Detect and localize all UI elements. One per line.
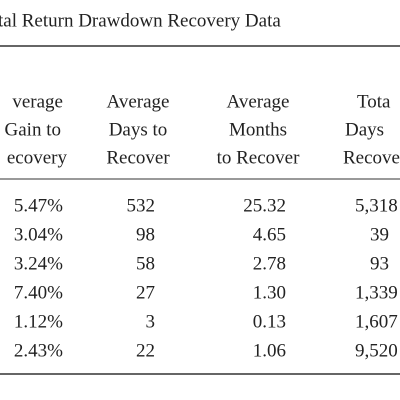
table-cell: 3 <box>146 311 156 332</box>
column-header: Days <box>345 119 384 140</box>
table-cell: 39 <box>370 224 389 245</box>
table-cell: 22 <box>136 340 155 361</box>
table-cell: 3.04% <box>14 224 63 245</box>
column-header: Average <box>227 91 290 112</box>
table-cell: 27 <box>136 282 155 303</box>
table-cell: 2.43% <box>14 340 63 361</box>
table-cell: 3.24% <box>14 253 63 274</box>
table-cell: 25.32 <box>243 195 286 216</box>
title: tal Return Drawdown Recovery Data <box>0 10 281 31</box>
column-header: Gain to <box>5 119 61 140</box>
column-header: Recove <box>343 147 400 168</box>
column-header: Months <box>229 119 287 140</box>
column-header: Average <box>107 91 170 112</box>
column-header: ecovery <box>7 147 68 168</box>
table-cell: 1.12% <box>14 311 63 332</box>
table-cell: 4.65 <box>253 224 286 245</box>
table-cell: 7.40% <box>14 282 63 303</box>
column-header: Days to <box>109 119 168 140</box>
table-cell: 1.30 <box>253 282 286 303</box>
table-cell: 532 <box>127 195 156 216</box>
column-header: Tota <box>357 91 391 112</box>
table-cell: 5.47% <box>14 195 63 216</box>
table-cell: 2.78 <box>253 253 286 274</box>
table-cell: 9,520 <box>355 340 398 361</box>
table-cell: 1,607 <box>355 311 398 332</box>
column-header: Recover <box>106 147 170 168</box>
table-cell: 1,339 <box>355 282 398 303</box>
table-cell: 93 <box>370 253 389 274</box>
column-header: verage <box>12 91 63 112</box>
table-cell: 58 <box>136 253 155 274</box>
table-cell: 98 <box>136 224 155 245</box>
column-header: to Recover <box>217 147 301 168</box>
table-cell: 1.06 <box>253 340 286 361</box>
table-cell: 5,318 <box>355 195 398 216</box>
table-cell: 0.13 <box>253 311 286 332</box>
